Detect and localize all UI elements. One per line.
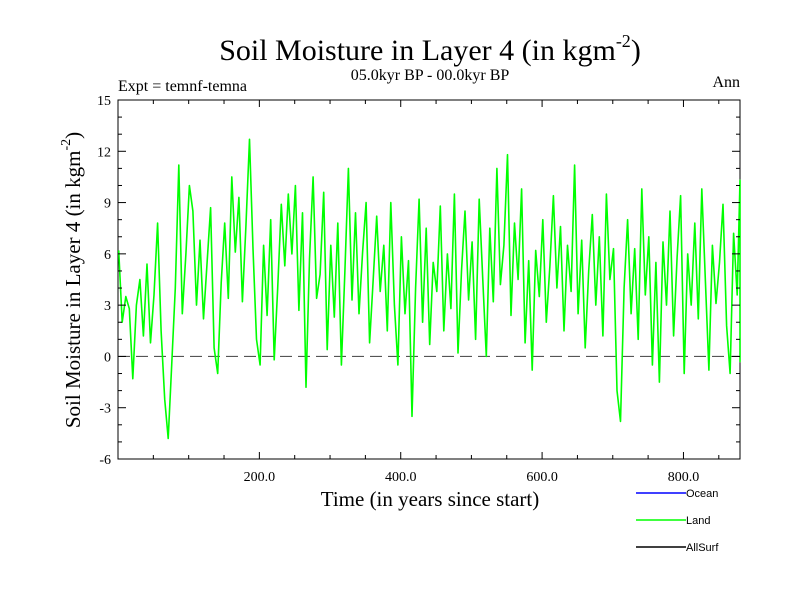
x-axis-label: Time (in years since start) — [321, 487, 540, 511]
legend-item-land: Land — [636, 515, 710, 527]
y-axis-label: Soil Moisture in Layer 4 (in kgm-2) — [59, 132, 85, 428]
y-tick-label: 9 — [104, 197, 111, 212]
legend-item-allsurf: AllSurf — [636, 542, 719, 554]
y-tick-label: -3 — [99, 402, 111, 417]
tick-layer: 200.0 400.0 600.0 800.0 -6 -3 0 3 6 9 12 15 — [97, 94, 740, 485]
legend: Ocean Land AllSurf — [636, 488, 719, 554]
y-tick-label: 6 — [104, 248, 111, 263]
subtitle-right: Ann — [712, 74, 740, 91]
legend-label: AllSurf — [686, 542, 719, 554]
y-axis-label-superscript: -2 — [59, 139, 74, 151]
chart-title-end: ) — [631, 34, 641, 67]
x-tick-label: 200.0 — [244, 470, 276, 485]
x-tick-label: 600.0 — [526, 470, 558, 485]
legend-label: Land — [686, 515, 710, 527]
legend-label: Ocean — [686, 488, 718, 500]
chart-title-text: Soil Moisture in Layer 4 (in kgm — [219, 34, 616, 67]
y-tick-label: 3 — [104, 299, 111, 314]
series-layer — [117, 138, 741, 440]
y-axis-label-text: Soil Moisture in Layer 4 (in kgm — [61, 151, 85, 429]
y-tick-label: -6 — [99, 453, 111, 468]
subtitle-left: Expt = temnf-temna — [118, 78, 247, 95]
plot-area: 200.0 400.0 600.0 800.0 -6 -3 0 3 6 9 12 15 — [97, 94, 741, 485]
series-line-land — [117, 138, 741, 440]
chart-title: Soil Moisture in Layer 4 (in kgm-2) — [219, 31, 641, 67]
legend-item-ocean: Ocean — [636, 488, 718, 500]
y-axis-label-end: ) — [61, 132, 85, 139]
chart-title-superscript: -2 — [616, 31, 631, 51]
x-tick-label: 800.0 — [668, 470, 700, 485]
y-tick-label: 0 — [104, 350, 111, 365]
y-tick-label: 15 — [97, 94, 111, 109]
y-tick-label: 12 — [97, 145, 111, 160]
subtitle-center: 05.0kyr BP - 00.0kyr BP — [351, 67, 510, 84]
x-tick-label: 400.0 — [385, 470, 417, 485]
